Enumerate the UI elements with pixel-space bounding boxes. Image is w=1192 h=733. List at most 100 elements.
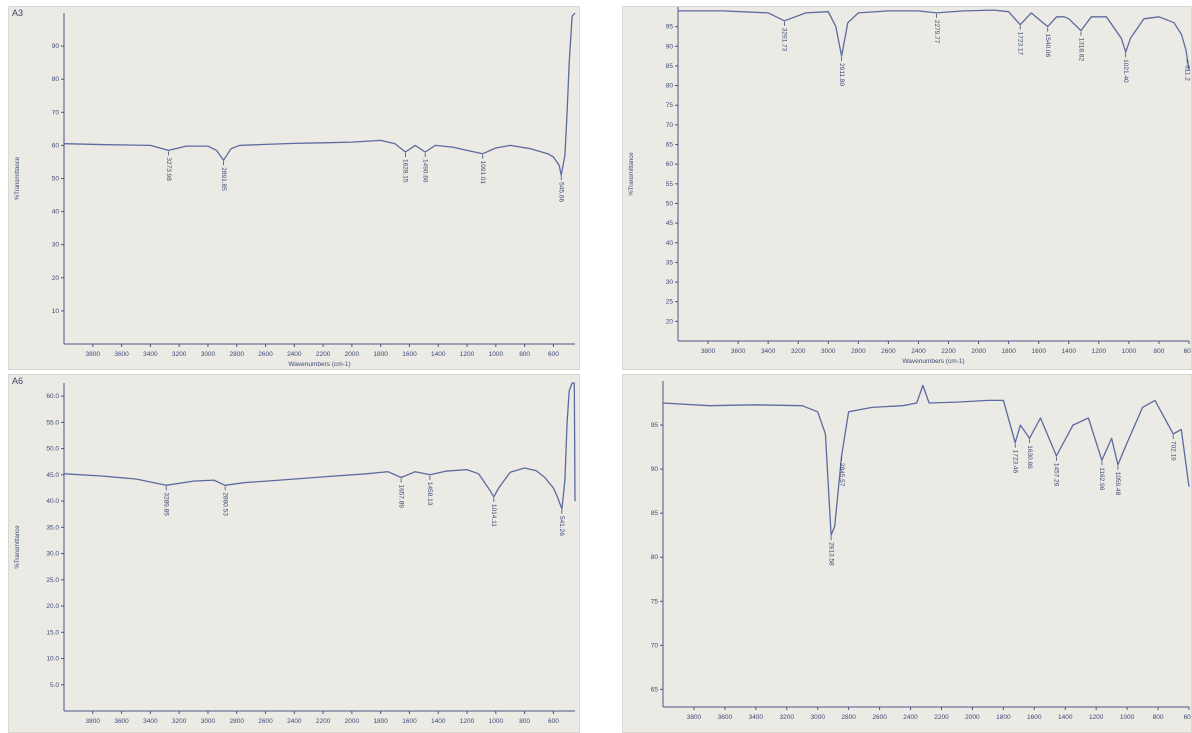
x-tick-label: 2400 [903,714,918,721]
x-tick-label: 1800 [373,718,388,725]
spectrum-line [662,384,1190,536]
x-tick-label: 2400 [911,348,926,355]
x-tick-label: 800 [519,351,530,358]
x-tick-label: 1000 [489,718,504,725]
y-tick-label: 75 [666,102,674,109]
x-tick-label: 600 [1184,348,1192,355]
x-tick-label: 3000 [201,718,216,725]
y-tick-label: 65 [651,686,659,693]
x-tick-label: 800 [1154,348,1165,355]
x-tick-label: 2200 [941,348,956,355]
peak-label: 1021.40 [1122,59,1129,83]
y-tick-label: 80 [666,83,674,90]
y-tick-label: 55.0 [46,419,59,426]
x-tick-label: 2800 [851,348,866,355]
y-tick-label: 10 [52,308,60,315]
x-tick-label: 1400 [431,351,446,358]
y-tick-label: 30.0 [46,551,59,558]
y-tick-label: 75 [651,598,659,605]
x-tick-label: 600 [548,718,559,725]
peak-label: 1318.82 [1077,38,1084,62]
x-tick-label: 3400 [761,348,776,355]
x-tick-label: 3400 [143,351,158,358]
x-tick-label: 2000 [965,714,980,721]
chart-panel-a6: 3800 3600 3400 3200 3000 2800 2600 2400 2200 2000… [8,374,580,733]
peak-label: 3291.73 [781,28,788,52]
peak-label: 1628.15 [402,159,409,183]
x-tick-label: 3800 [86,718,101,725]
x-tick-label: 3000 [201,351,216,358]
x-tick-label: 800 [519,718,530,725]
x-tick-label: 1600 [1027,714,1042,721]
peak-label: 1723.17 [1016,32,1023,56]
x-tick-label: 1600 [402,351,417,358]
spectrum-line [678,9,1190,70]
y-tick-label: 50.0 [46,446,59,453]
peak-label: 1630.86 [1026,445,1033,469]
y-tick-label: 60 [52,142,60,149]
peak-label: 545.66 [558,182,565,202]
x-tick-label: 3600 [114,718,129,725]
x-tick-label: 3800 [687,714,702,721]
y-tick-label: 40.0 [46,498,59,505]
y-tick-label: 40 [52,209,60,216]
x-tick-label: 3200 [172,351,187,358]
x-tick-label: 1400 [1062,348,1077,355]
y-tick-label: 10.0 [46,656,59,663]
peak-label: 1457.26 [1053,463,1060,487]
y-tick-label: 15.0 [46,629,59,636]
y-tick-label: 85 [666,63,674,70]
y-tick-label: 60.0 [46,393,59,400]
y-tick-label: 50 [52,176,60,183]
x-tick-label: 1800 [996,714,1011,721]
x-axis-label: Wavenumbers (cm-1) [288,361,350,368]
x-tick-label: 2400 [287,351,302,358]
peak-label: 1014.11 [490,504,497,527]
chart-svg-top-right: 3800 3600 3400 3200 3000 2800 2600 2400 2200 2000… [629,7,1192,365]
peak-label: 1091.01 [479,161,486,185]
y-tick-label: 80 [651,554,659,561]
panel-label-a6: A6 [12,376,24,386]
y-tick-label: 35 [666,259,674,266]
x-tick-label: 1000 [1122,348,1137,355]
x-tick-label: 1200 [460,718,475,725]
x-tick-label: 2000 [345,351,360,358]
x-tick-label: 1200 [460,351,475,358]
y-tick-label: 25 [666,299,674,306]
chart-panel-bottom-right: 3800 3600 3400 3200 3000 2800 2600 2400 2200 2000… [622,374,1192,733]
y-tick-label: 70 [651,642,659,649]
y-tick-label: 45 [666,220,674,227]
peak-label: 1162.96 [1098,467,1105,490]
y-tick-label: 40 [666,240,674,247]
peak-label: 2913.58 [827,542,834,566]
peak-label: 1490.66 [421,159,428,183]
x-tick-label: 2800 [229,718,244,725]
x-tick-label: 3200 [791,348,806,355]
y-tick-label: 20 [666,318,674,325]
peak-label: 1540.06 [1044,34,1051,58]
peak-label: 3273.98 [165,157,172,181]
y-tick-label: 70 [52,109,60,116]
x-tick-label: 2600 [258,718,273,725]
x-tick-label: 1600 [402,718,417,725]
y-tick-label: 85 [651,510,659,517]
y-tick-label: 50 [666,200,674,207]
y-tick-label: 90 [52,43,60,50]
x-tick-label: 1200 [1089,714,1104,721]
x-tick-label: 1000 [489,351,504,358]
x-tick-label: 3400 [143,718,158,725]
y-tick-label: 90 [666,43,674,50]
x-tick-label: 2800 [229,351,244,358]
x-tick-label: 3200 [780,714,795,721]
x-tick-label: 1400 [431,718,446,725]
y-tick-label: 70 [666,122,674,129]
x-tick-label: 2600 [872,714,887,721]
y-tick-label: 5.0 [50,682,59,689]
y-tick-label: 95 [651,422,659,429]
x-tick-label: 3200 [172,718,187,725]
y-axis-label: %Transmittance [629,152,635,196]
x-tick-label: 2800 [841,714,856,721]
chart-panel-top-right: 3800 3600 3400 3200 3000 2800 2600 2400 2200 2000… [622,6,1192,370]
peak-label: 702.19 [1169,441,1176,461]
x-tick-label: 800 [1153,714,1164,721]
